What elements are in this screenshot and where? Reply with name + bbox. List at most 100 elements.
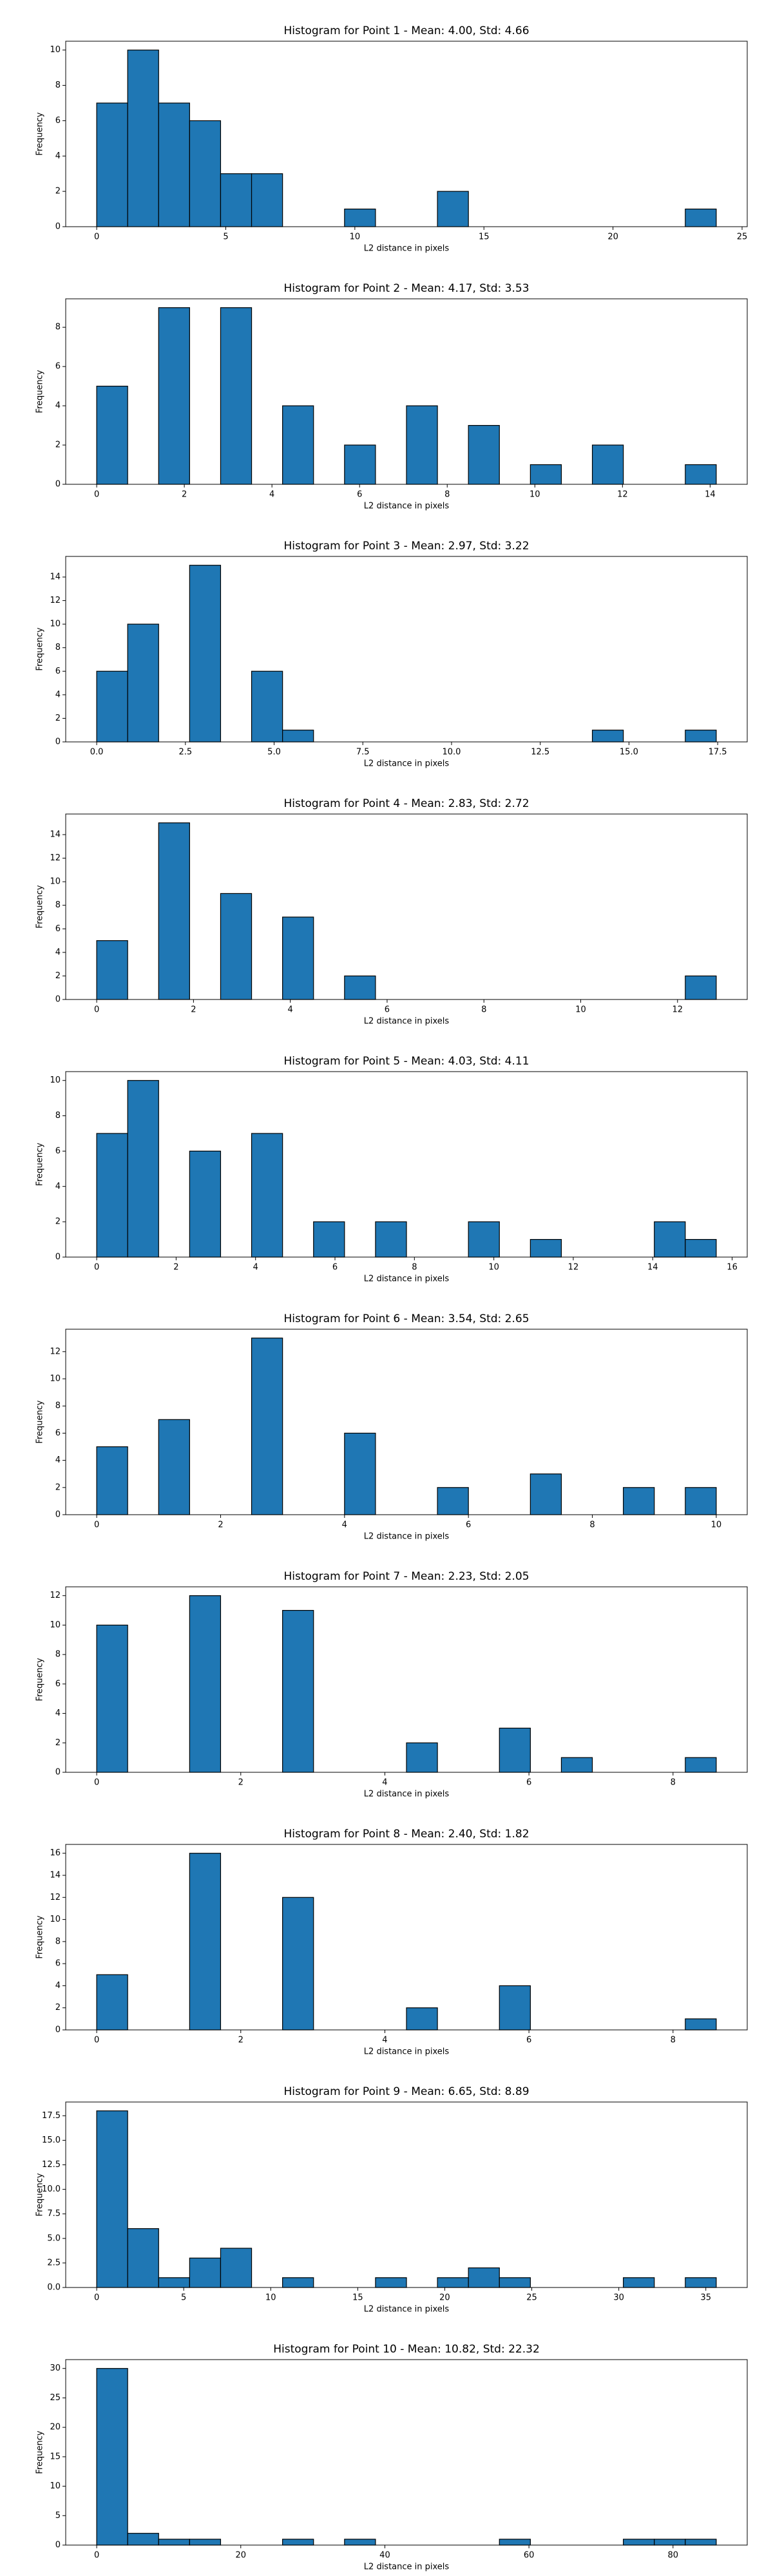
x-tick-label: 30 bbox=[613, 2293, 624, 2303]
x-axis-label: L2 distance in pixels bbox=[364, 1017, 450, 1027]
bar bbox=[499, 1727, 531, 1773]
y-tick-label: 5 bbox=[55, 2511, 61, 2521]
bar bbox=[251, 670, 283, 743]
y-tick-label: 6 bbox=[55, 924, 61, 934]
x-tick-label: 4 bbox=[269, 490, 274, 500]
x-tick-label: 2 bbox=[173, 1263, 178, 1273]
y-tick-label: 8 bbox=[55, 323, 61, 332]
x-tick-label: 16 bbox=[727, 1263, 738, 1273]
bar bbox=[437, 2277, 469, 2288]
y-tick-label: 10 bbox=[50, 2481, 61, 2491]
axes-frame bbox=[65, 813, 748, 1000]
x-tick-label: 0 bbox=[94, 1005, 99, 1015]
bar bbox=[375, 2277, 407, 2288]
bar bbox=[344, 2539, 376, 2546]
y-tick-label: 2 bbox=[55, 714, 61, 723]
x-tick-label: 5.0 bbox=[267, 748, 281, 757]
bar bbox=[220, 173, 253, 227]
y-tick-label: 5.0 bbox=[47, 2233, 61, 2243]
bar bbox=[189, 120, 222, 227]
y-tick-label: 4 bbox=[55, 1981, 61, 1991]
x-tick-label: 8 bbox=[671, 1778, 676, 1788]
y-tick-label: 2 bbox=[55, 440, 61, 450]
x-tick-label: 12.5 bbox=[531, 748, 549, 757]
y-tick-label: 15.0 bbox=[42, 2136, 61, 2145]
chart-panel: Histogram for Point 7 - Mean: 2.23, Std:… bbox=[35, 1570, 748, 1799]
bar bbox=[654, 1221, 686, 1258]
bar bbox=[685, 975, 717, 1000]
bar bbox=[127, 623, 159, 743]
y-tick-label: 6 bbox=[55, 667, 61, 676]
x-tick-label: 8 bbox=[444, 490, 450, 500]
y-tick-label: 14 bbox=[50, 573, 61, 582]
bar bbox=[282, 916, 314, 1000]
y-tick-label: 10 bbox=[50, 1374, 61, 1384]
y-tick-label: 14 bbox=[50, 830, 61, 840]
bar bbox=[282, 1897, 314, 2031]
y-tick-label: 0 bbox=[55, 995, 61, 1005]
chart-title: Histogram for Point 9 - Mean: 6.65, Std:… bbox=[283, 2085, 529, 2098]
y-axis-label: Frequency bbox=[35, 1142, 45, 1186]
x-tick-label: 6 bbox=[466, 1520, 471, 1530]
x-tick-label: 6 bbox=[526, 1778, 531, 1788]
axes-frame bbox=[65, 41, 748, 227]
bar bbox=[189, 565, 222, 743]
y-tick-label: 2 bbox=[55, 1217, 61, 1227]
y-tick-label: 16 bbox=[50, 1848, 61, 1858]
chart-title: Histogram for Point 3 - Mean: 2.97, Std:… bbox=[283, 540, 529, 553]
bar bbox=[158, 2277, 190, 2288]
axes-frame bbox=[65, 1844, 748, 2031]
bar bbox=[189, 2257, 222, 2288]
bar bbox=[344, 444, 376, 485]
bar bbox=[375, 1221, 407, 1258]
axes-frame bbox=[65, 1329, 748, 1515]
x-tick-label: 5 bbox=[223, 232, 228, 242]
bar bbox=[685, 2018, 717, 2031]
chart-title: Histogram for Point 6 - Mean: 3.54, Std:… bbox=[283, 1312, 529, 1325]
bar bbox=[96, 2110, 128, 2288]
chart-title: Histogram for Point 1 - Mean: 4.00, Std:… bbox=[283, 24, 529, 37]
y-tick-label: 20 bbox=[50, 2423, 61, 2432]
y-tick-label: 10 bbox=[50, 1075, 61, 1085]
y-tick-label: 8 bbox=[55, 1650, 61, 1660]
x-tick-label: 0 bbox=[94, 2036, 99, 2045]
bar bbox=[499, 2277, 531, 2288]
bar bbox=[591, 444, 624, 485]
x-tick-label: 10 bbox=[265, 2293, 276, 2303]
x-tick-label: 20 bbox=[439, 2293, 450, 2303]
y-tick-label: 4 bbox=[55, 1182, 61, 1191]
chart-title: Histogram for Point 2 - Mean: 4.17, Std:… bbox=[283, 282, 529, 295]
y-axis-label: Frequency bbox=[35, 112, 45, 155]
chart-panel: Histogram for Point 3 - Mean: 2.97, Std:… bbox=[35, 540, 748, 769]
bar bbox=[189, 1595, 222, 1773]
x-tick-label: 12 bbox=[617, 490, 628, 500]
y-tick-label: 14 bbox=[50, 1871, 61, 1880]
bar bbox=[96, 102, 128, 227]
y-axis-label: Frequency bbox=[35, 370, 45, 413]
bar bbox=[406, 405, 438, 485]
y-axis-label: Frequency bbox=[35, 885, 45, 928]
y-tick-label: 4 bbox=[55, 401, 61, 411]
bar bbox=[158, 822, 190, 1000]
bar bbox=[158, 2539, 190, 2546]
bar bbox=[127, 2228, 159, 2288]
x-tick-label: 0.0 bbox=[90, 748, 104, 757]
y-tick-label: 0 bbox=[55, 1768, 61, 1777]
x-tick-label: 8 bbox=[671, 2036, 676, 2045]
x-axis-label: L2 distance in pixels bbox=[364, 2047, 450, 2057]
bar bbox=[685, 1487, 717, 1515]
y-tick-label: 6 bbox=[55, 362, 61, 372]
x-tick-label: 10.0 bbox=[442, 748, 461, 757]
bar bbox=[251, 173, 283, 227]
x-tick-label: 10 bbox=[350, 232, 361, 242]
x-tick-label: 0 bbox=[94, 1778, 99, 1788]
y-tick-label: 10.0 bbox=[42, 2184, 61, 2194]
x-tick-label: 6 bbox=[526, 2036, 531, 2045]
x-tick-label: 17.5 bbox=[709, 748, 727, 757]
chart-title: Histogram for Point 7 - Mean: 2.23, Std:… bbox=[283, 1570, 529, 1583]
y-tick-label: 10 bbox=[50, 45, 61, 55]
x-tick-label: 8 bbox=[481, 1005, 486, 1015]
x-tick-label: 25 bbox=[526, 2293, 537, 2303]
y-tick-label: 12 bbox=[50, 853, 61, 863]
